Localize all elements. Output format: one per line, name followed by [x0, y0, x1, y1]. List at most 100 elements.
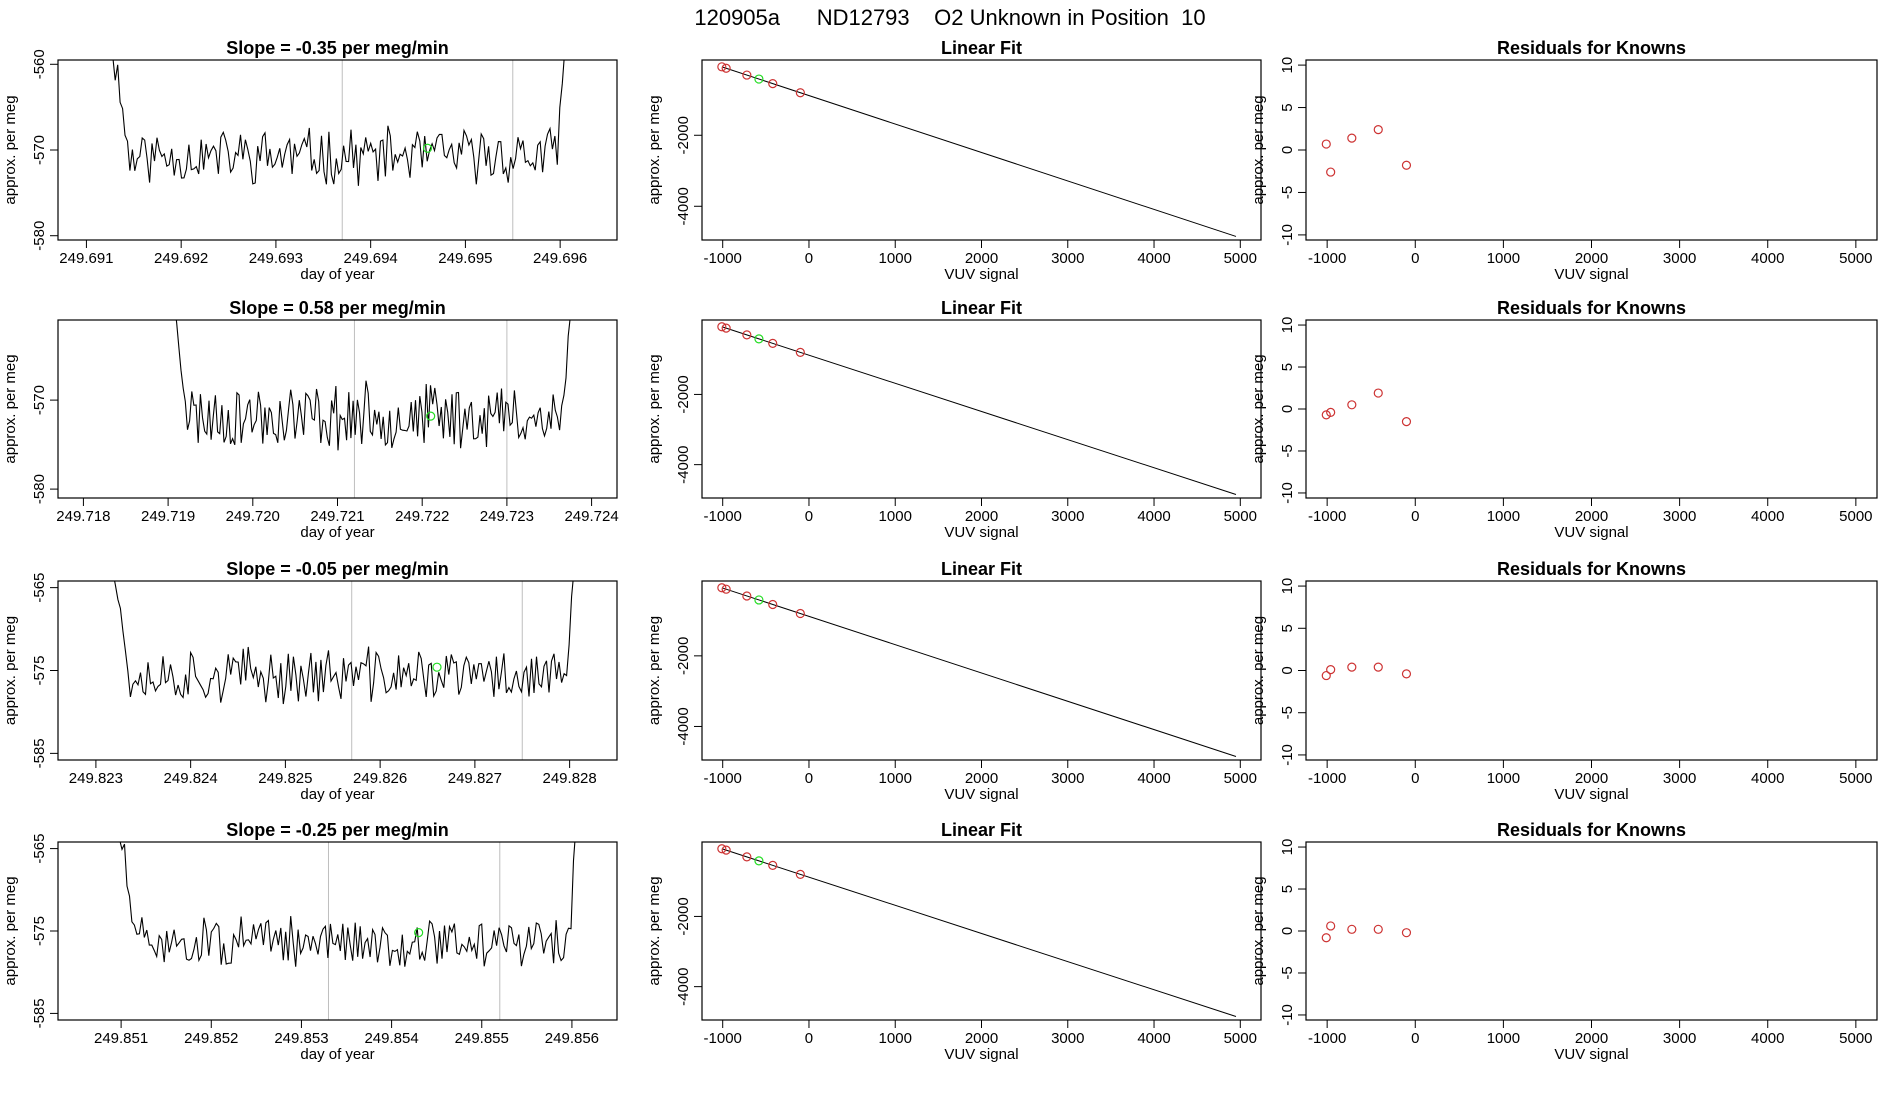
y-tick-label: 5 — [1279, 624, 1296, 632]
x-tick-label: 1000 — [1487, 770, 1520, 787]
time-series-4-panel: Slope = -0.25 per meg/min 249.851 249.852 2… — [2, 820, 618, 1063]
residuals-2-title: Residuals for Knowns — [1497, 298, 1686, 318]
plot-frame — [1305, 319, 1878, 499]
y-tick-label: 0 — [1279, 666, 1296, 674]
x-tick-label: 0 — [805, 250, 813, 267]
x-axis-label: VUV signal — [1554, 524, 1628, 541]
x-tick-label: 1000 — [1487, 1030, 1520, 1047]
y-tick-label: -575 — [31, 655, 48, 685]
y-tick-label: -10 — [1279, 1004, 1296, 1026]
x-tick-label: 2000 — [1575, 508, 1608, 525]
known-standard-point — [795, 608, 805, 619]
x-tick-label: 249.828 — [543, 770, 597, 787]
y-tick-label: -570 — [31, 135, 48, 165]
slope-value: -0.35 — [296, 38, 342, 58]
x-tick-label: 2000 — [965, 508, 998, 525]
y-tick-label: -580 — [31, 474, 48, 504]
plot-frame — [57, 59, 618, 241]
plot-frame — [701, 580, 1262, 761]
residual-point — [1321, 410, 1331, 420]
known-standard-point — [795, 869, 805, 879]
y-tick-label: -580 — [31, 221, 48, 251]
known-standard-point — [768, 79, 778, 89]
fit-line — [722, 587, 1237, 757]
plot-frame — [701, 319, 1262, 499]
time-series-1-title: Slope = -0.35 per meg/min — [226, 38, 449, 58]
unknown-sample-point — [426, 411, 436, 421]
y-tick-label: -10 — [1279, 224, 1296, 246]
x-tick-label: 249.854 — [364, 1030, 418, 1047]
linear-fit-1-marks — [717, 62, 1237, 237]
time-series-3-panel: Slope = -0.05 per meg/min 249.823 249.824 2… — [2, 559, 618, 803]
y-tick-label: 0 — [1279, 927, 1296, 935]
unknown-sample-point — [754, 856, 764, 866]
x-axis-label: VUV signal — [1554, 786, 1628, 803]
residual-point — [1347, 400, 1357, 410]
x-tick-label: 249.855 — [455, 1030, 509, 1047]
known-standard-point — [717, 844, 727, 854]
y-tick-label: 0 — [1279, 146, 1296, 154]
x-tick-label: 4000 — [1751, 508, 1784, 525]
title-description: O2 Unknown in Position — [934, 5, 1169, 30]
y-tick-label: -10 — [1279, 744, 1296, 766]
known-standard-point — [795, 88, 805, 98]
linear-fit-2-title: Linear Fit — [941, 298, 1022, 318]
residual-point — [1321, 139, 1331, 149]
known-standard-point — [768, 599, 778, 610]
y-tick-label: 5 — [1279, 885, 1296, 893]
x-tick-label: 0 — [805, 508, 813, 525]
x-tick-label: 249.823 — [69, 770, 123, 787]
x-tick-label: -1000 — [704, 770, 742, 787]
x-tick-label: 2000 — [1575, 1030, 1608, 1047]
residual-point — [1401, 669, 1412, 679]
x-tick-label: 4000 — [1751, 250, 1784, 267]
fit-line — [722, 66, 1237, 237]
y-tick-label: 10 — [1279, 317, 1296, 334]
plot-frame — [57, 319, 618, 499]
x-tick-label: 3000 — [1051, 250, 1084, 267]
linear-fit-2-panel: Linear Fit -1000 0 1000 2000 3000 4000 5000 -200… — [646, 298, 1262, 541]
x-tick-label: 0 — [1411, 1030, 1419, 1047]
x-tick-label: -1000 — [1308, 770, 1346, 787]
plot-frame — [57, 841, 618, 1021]
residuals-2-panel: Residuals for Knowns -1000 0 1000 2000 3000 40… — [1250, 298, 1878, 541]
residuals-4-title: Residuals for Knowns — [1497, 820, 1686, 840]
residuals-2-marks — [1321, 388, 1412, 427]
x-tick-label: 2000 — [1575, 250, 1608, 267]
slope-unit: per meg/min — [339, 298, 446, 318]
x-tick-label: 3000 — [1663, 508, 1696, 525]
residuals-3-marks — [1321, 662, 1412, 681]
known-standard-point — [742, 330, 752, 340]
x-tick-label: 249.827 — [448, 770, 502, 787]
plot-frame — [701, 59, 1262, 241]
slope-value: 0.58 — [299, 298, 339, 318]
unknown-sample-point — [754, 334, 764, 344]
x-tick-label: 5000 — [1224, 770, 1257, 787]
x-tick-label: 1000 — [879, 770, 912, 787]
y-axis-label: approx. per meg — [2, 354, 19, 463]
linear-fit-4-title: Linear Fit — [941, 820, 1022, 840]
x-tick-label: 2000 — [965, 1030, 998, 1047]
x-tick-label: 5000 — [1224, 508, 1257, 525]
per-meg-series-line — [119, 842, 576, 967]
y-tick-label: -585 — [31, 998, 48, 1028]
x-tick-label: 4000 — [1137, 250, 1170, 267]
slope-unit: per meg/min — [342, 559, 449, 579]
y-axis-label: approx. per meg — [646, 876, 663, 985]
residual-point — [1373, 924, 1383, 934]
x-axis-label: day of year — [300, 786, 374, 803]
x-tick-label: 3000 — [1051, 508, 1084, 525]
x-axis-label: VUV signal — [944, 1046, 1018, 1063]
y-axis-label: approx. per meg — [646, 616, 663, 725]
x-tick-label: 0 — [1411, 770, 1419, 787]
time-series-3-title: Slope = -0.05 per meg/min — [226, 559, 449, 579]
y-axis-label: approx. per meg — [1250, 95, 1267, 204]
y-axis-label: approx. per meg — [2, 876, 19, 985]
residuals-1-panel: Residuals for Knowns -1000 0 1000 2000 3000 40… — [1250, 38, 1878, 283]
known-standard-point — [768, 860, 778, 870]
residual-point — [1321, 933, 1331, 943]
known-standard-point — [721, 584, 731, 594]
y-tick-label: -10 — [1279, 482, 1296, 504]
unknown-sample-point — [422, 143, 433, 153]
residuals-1-title: Residuals for Knowns — [1497, 38, 1686, 58]
